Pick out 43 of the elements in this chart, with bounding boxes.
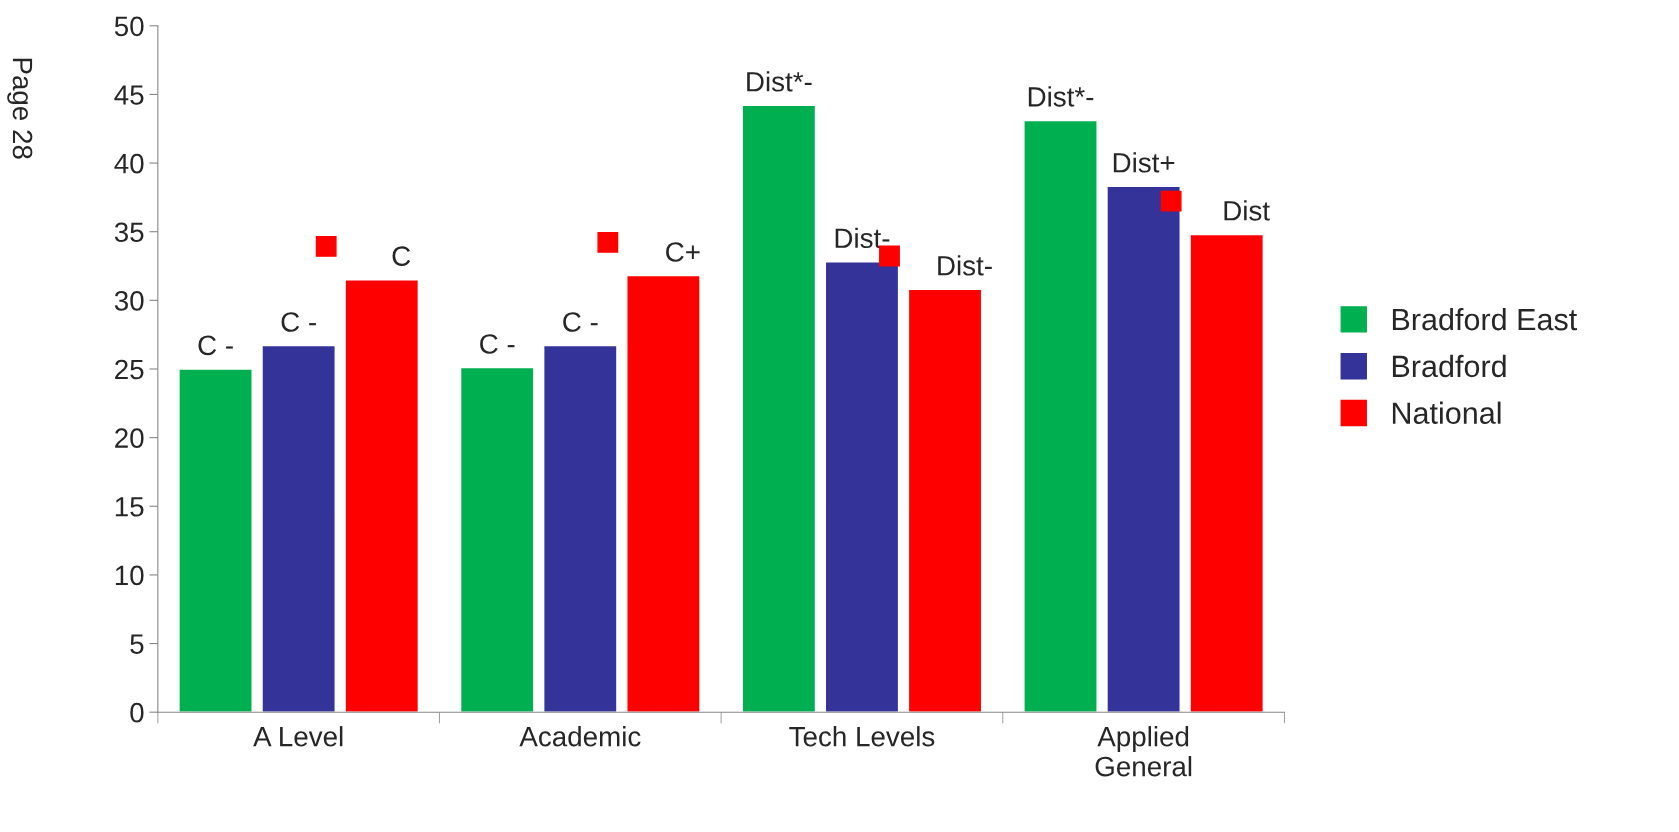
y-tick-label: 15 (115, 497, 144, 517)
y-tick-label: 10 (115, 565, 144, 586)
y-tick-label: 45 (114, 85, 144, 105)
data-label: C - (198, 335, 233, 356)
bar (1189, 233, 1265, 713)
data-label: C - (480, 334, 515, 354)
bar (459, 366, 535, 713)
bar (824, 261, 900, 713)
y-tick-label: 25 (115, 359, 144, 380)
bar (261, 344, 336, 713)
y-tick-label: 35 (114, 222, 144, 243)
x-tick-label: A Level (253, 726, 343, 747)
y-tick-label: 40 (114, 153, 144, 174)
data-label: Dist+ (1113, 152, 1175, 173)
bar (741, 104, 817, 713)
data-label: Dist (1224, 200, 1270, 221)
y-tick-label: 5 (130, 634, 144, 654)
bar (178, 368, 253, 713)
data-label: Dist*- (747, 71, 812, 92)
data-label: Dist*- (1028, 86, 1094, 107)
bar (344, 279, 420, 713)
data-label: C+ (666, 242, 700, 262)
bar (1106, 185, 1181, 713)
bar (907, 288, 983, 713)
data-label: C - (563, 312, 598, 332)
x-tick-label: Applied General (1095, 726, 1192, 777)
data-label: Dist- (835, 227, 890, 249)
bar (1023, 119, 1098, 713)
legend-label: Bradford (1392, 354, 1506, 378)
data-label: C - (281, 312, 316, 332)
x-tick-label: Academic (519, 726, 641, 747)
data-label: Dist- (938, 255, 992, 276)
bar (626, 274, 701, 713)
text: Page 28 (7, 58, 33, 159)
x-tick-label: Tech Levels (789, 726, 935, 747)
legend-label: National (1392, 401, 1501, 425)
y-tick-label: 20 (115, 428, 144, 448)
y-tick-label: 50 (114, 16, 144, 37)
legend-label: Bradford East (1392, 307, 1578, 331)
y-tick-label: 0 (130, 702, 144, 723)
data-label: C (392, 246, 411, 266)
bar (542, 344, 618, 713)
y-tick-label: 30 (114, 291, 144, 311)
